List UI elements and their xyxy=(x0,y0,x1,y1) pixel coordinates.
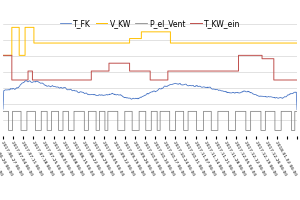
P_el_Vent xyxy=(180,110,184,113)
V_KW xyxy=(295,42,299,44)
V_KW xyxy=(20,54,23,57)
Line: V_KW: V_KW xyxy=(3,27,297,55)
P_el_Vent xyxy=(172,129,176,132)
Line: T_KW_ein: T_KW_ein xyxy=(3,55,297,80)
T_KW_ein xyxy=(189,70,193,72)
P_el_Vent xyxy=(255,110,258,113)
T_FK xyxy=(1,108,5,110)
T_FK xyxy=(189,84,193,87)
V_KW xyxy=(189,42,193,44)
T_FK xyxy=(295,108,299,111)
T_KW_ein xyxy=(225,70,228,72)
V_KW xyxy=(172,42,176,44)
T_KW_ein xyxy=(255,54,258,57)
P_el_Vent xyxy=(20,129,23,132)
T_FK xyxy=(225,90,228,93)
T_FK xyxy=(172,83,176,85)
Line: T_FK: T_FK xyxy=(3,81,297,110)
T_FK xyxy=(255,94,258,96)
T_FK xyxy=(180,84,184,86)
P_el_Vent xyxy=(225,110,228,113)
T_KW_ein xyxy=(172,70,176,72)
T_KW_ein xyxy=(20,79,23,81)
P_el_Vent xyxy=(1,110,5,113)
T_KW_ein xyxy=(10,79,14,81)
T_KW_ein xyxy=(295,79,299,81)
T_FK xyxy=(24,79,28,82)
Legend: T_FK, V_KW, P_el_Vent, T_KW_ein: T_FK, V_KW, P_el_Vent, T_KW_ein xyxy=(60,19,240,28)
V_KW xyxy=(225,42,228,44)
Line: P_el_Vent: P_el_Vent xyxy=(3,111,297,130)
P_el_Vent xyxy=(189,110,193,113)
P_el_Vent xyxy=(295,110,299,113)
P_el_Vent xyxy=(7,129,10,132)
V_KW xyxy=(255,42,258,44)
V_KW xyxy=(10,26,14,29)
T_KW_ein xyxy=(1,54,5,57)
T_FK xyxy=(19,83,23,85)
V_KW xyxy=(180,42,184,44)
V_KW xyxy=(1,54,5,57)
T_KW_ein xyxy=(180,70,184,72)
